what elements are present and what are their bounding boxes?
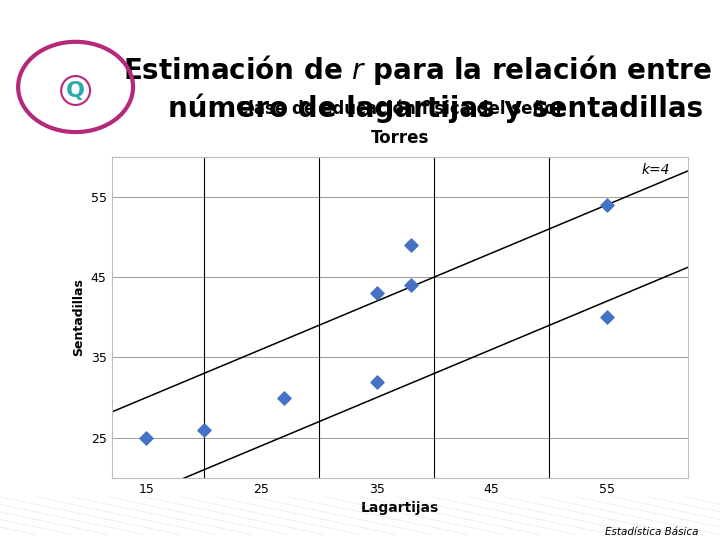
Point	[371, 377, 382, 386]
Point	[371, 289, 382, 298]
Point	[198, 426, 210, 434]
Text: Estimación de $r$ para la relación entre el
número de lagartijas y sentadillas: Estimación de $r$ para la relación entre…	[123, 53, 720, 123]
Text: Torres: Torres	[370, 129, 429, 147]
Text: Clase de educación física del señor: Clase de educación física del señor	[235, 100, 564, 118]
Y-axis label: Sentadillas: Sentadillas	[72, 278, 85, 356]
Text: Q: Q	[66, 80, 85, 100]
Point	[140, 434, 152, 442]
Point	[601, 313, 613, 322]
Point	[279, 393, 290, 402]
Text: Estadística Básica: Estadística Básica	[605, 527, 698, 537]
Point	[601, 200, 613, 209]
Text: k=4: k=4	[642, 163, 670, 177]
Point	[405, 241, 417, 249]
Point	[405, 281, 417, 289]
X-axis label: Lagartijas: Lagartijas	[361, 501, 438, 515]
